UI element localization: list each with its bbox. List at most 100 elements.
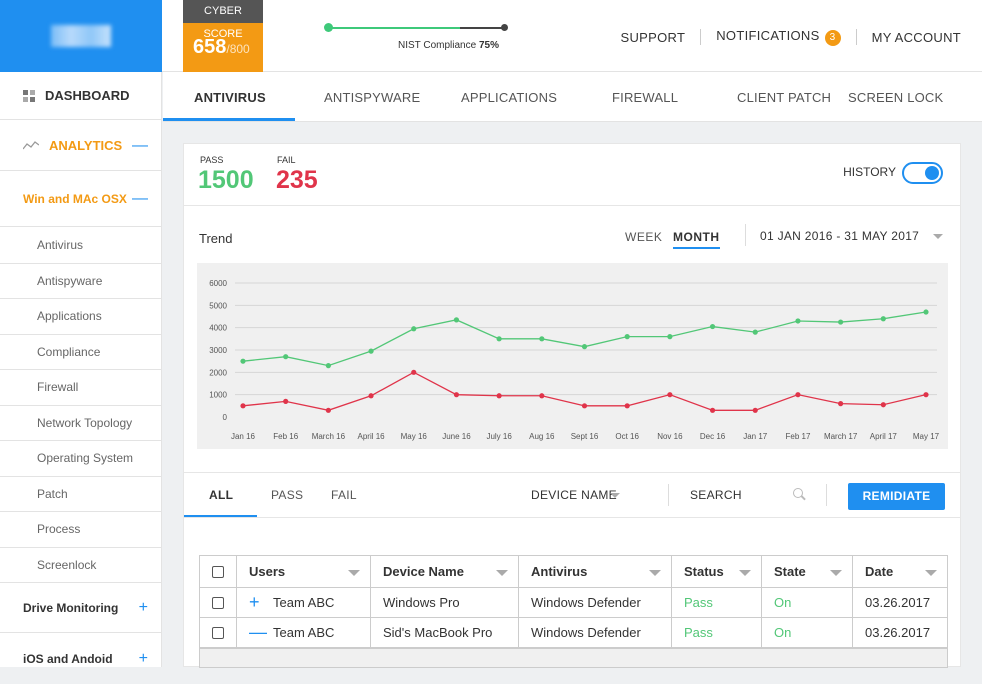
tab-antispyware[interactable]: ANTISPYWARE — [324, 90, 421, 105]
x-tick-label: April 16 — [358, 432, 386, 441]
column-header-label: Device Name — [383, 564, 464, 579]
sidebar-subitem-network-topology[interactable]: Network Topology — [0, 406, 162, 441]
column-header-users[interactable]: Users — [237, 556, 371, 587]
toggle-knob — [925, 166, 939, 180]
period-month[interactable]: MONTH — [673, 230, 720, 249]
state-cell: On — [762, 618, 853, 647]
select-all-cell — [200, 556, 237, 587]
cyber-score-value: 658/800 — [193, 36, 250, 59]
x-tick-label: May 17 — [913, 432, 940, 441]
x-tick-label: Dec 16 — [700, 432, 726, 441]
sidebar-subitem-firewall[interactable]: Firewall — [0, 370, 162, 406]
x-tick-label: Aug 16 — [529, 432, 555, 441]
history-toggle[interactable] — [902, 162, 943, 184]
column-header-date[interactable]: Date — [853, 556, 947, 587]
collapse-icon[interactable]: — — [132, 136, 148, 154]
active-filter-indicator — [184, 515, 257, 517]
x-tick-label: June 16 — [442, 432, 471, 441]
cyber-score-panel: CYBER SCORE 658/800 — [183, 0, 263, 72]
sidebar-subitem-screenlock[interactable]: Screenlock — [0, 548, 162, 583]
data-point — [795, 318, 801, 324]
tab-antivirus[interactable]: ANTIVIRUS — [194, 90, 266, 105]
data-point — [411, 369, 417, 375]
sidebar-subitem-label: Compliance — [37, 344, 101, 359]
sidebar-item-win-mac[interactable]: Win and MAc OSX — — [0, 172, 162, 227]
date-cell: 03.26.2017 — [865, 625, 931, 640]
pass-label: PASS — [200, 155, 224, 165]
row-checkbox[interactable] — [212, 626, 224, 639]
data-point — [283, 398, 289, 404]
x-tick-label: Jan 16 — [231, 432, 256, 441]
analytics-line-icon — [23, 140, 39, 149]
sidebar-subitem-antispyware[interactable]: Antispyware — [0, 264, 162, 299]
y-tick-label: 2000 — [209, 368, 227, 377]
collapse-icon[interactable]: — — [132, 190, 148, 207]
column-header-status[interactable]: Status — [672, 556, 762, 587]
select-all-checkbox[interactable] — [212, 565, 224, 578]
sidebar-item-analytics[interactable]: ANALYTICS — — [0, 121, 162, 171]
users-cell: — Team ABC — [237, 618, 371, 647]
my-account-link[interactable]: MY ACCOUNT — [871, 29, 961, 45]
period-week[interactable]: WEEK — [625, 230, 663, 244]
sidebar-subitem-applications[interactable]: Applications — [0, 299, 162, 335]
sidebar-subitem-process[interactable]: Process — [0, 512, 162, 548]
sidebar-subitem-label: Process — [37, 522, 81, 537]
search-input[interactable]: SEARCH — [690, 488, 742, 502]
data-point — [880, 402, 886, 408]
logo[interactable] — [0, 0, 162, 72]
sort-caret-icon — [830, 570, 842, 576]
tab-firewall[interactable]: FIREWALL — [612, 90, 679, 105]
filter-all[interactable]: ALL — [209, 488, 234, 502]
data-point — [923, 392, 929, 398]
table-header-row: Users Device Name Antivirus Status State… — [200, 556, 947, 588]
search-icon[interactable] — [793, 488, 803, 498]
sidebar-subitem-antivirus[interactable]: Antivirus — [0, 228, 162, 264]
notifications-label: NOTIFICATIONS — [716, 28, 820, 43]
x-tick-label: March 16 — [312, 432, 346, 441]
remediate-button[interactable]: REMIDIATE — [848, 483, 945, 510]
data-point — [624, 403, 630, 409]
filter-fail[interactable]: FAIL — [331, 488, 357, 502]
sidebar-item-label: Drive Monitoring — [23, 600, 119, 615]
table-row[interactable]: + Team ABC Windows Pro Windows Defender P… — [200, 588, 947, 618]
tab-client-patch[interactable]: CLIENT PATCH — [737, 90, 832, 105]
tab-applications[interactable]: APPLICATIONS — [461, 90, 558, 105]
expand-icon[interactable]: + — [138, 598, 148, 616]
data-point — [453, 392, 460, 398]
expand-icon[interactable]: + — [138, 650, 148, 667]
date-cell: 03.26.2017 — [865, 595, 931, 610]
sidebar-subitem-compliance[interactable]: Compliance — [0, 335, 162, 370]
data-point — [838, 401, 844, 407]
sidebar-subitem-patch[interactable]: Patch — [0, 477, 162, 512]
chevron-down-icon[interactable] — [933, 234, 943, 239]
chevron-down-icon[interactable] — [610, 493, 620, 498]
notifications-link[interactable]: NOTIFICATIONS 3 — [716, 28, 841, 46]
sidebar-item-ios-android[interactable]: iOS and Andoid + — [0, 634, 162, 684]
tab-screen-lock[interactable]: SCREEN LOCK — [848, 90, 944, 105]
device-name-select[interactable]: DEVICE NAME — [531, 488, 617, 502]
column-header-antivirus[interactable]: Antivirus — [519, 556, 672, 587]
data-point — [325, 407, 331, 413]
expand-row-icon[interactable]: + — [249, 592, 260, 612]
sidebar-item-drive-monitoring[interactable]: Drive Monitoring + — [0, 583, 162, 633]
sidebar-subitem-label: Operating System — [37, 451, 134, 466]
sidebar-subitem-operating-system[interactable]: Operating System — [0, 441, 162, 477]
data-point — [368, 348, 374, 354]
column-header-device-name[interactable]: Device Name — [371, 556, 519, 587]
nav-divider — [700, 29, 702, 45]
x-tick-label: March 17 — [824, 432, 858, 441]
data-point — [496, 336, 502, 342]
filter-pass[interactable]: PASS — [271, 488, 304, 502]
sidebar-item-dashboard[interactable]: DASHBOARD — [0, 72, 162, 120]
x-tick-label: Feb 16 — [273, 432, 298, 441]
row-checkbox[interactable] — [212, 596, 224, 609]
row-select-cell — [200, 588, 237, 617]
column-header-state[interactable]: State — [762, 556, 853, 587]
table-row[interactable]: — Team ABC Sid's MacBook Pro Windows Defe… — [200, 618, 947, 648]
date-range-select[interactable]: 01 JAN 2016 - 31 MAY 2017 — [760, 229, 920, 243]
support-link[interactable]: SUPPORT — [620, 29, 686, 45]
collapse-row-icon[interactable]: — — [249, 622, 267, 642]
data-point — [411, 326, 417, 332]
sidebar-item-label: ANALYTICS — [49, 138, 123, 153]
vertical-divider — [668, 484, 669, 506]
